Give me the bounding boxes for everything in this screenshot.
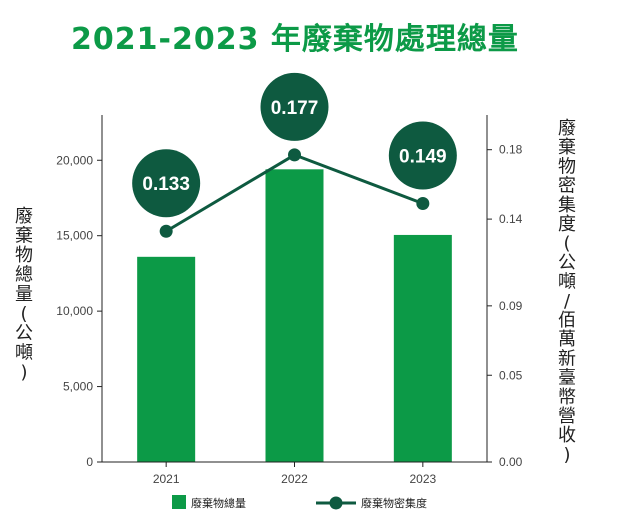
bar-2021 [137, 256, 196, 462]
data-label: 0.149 [399, 146, 447, 167]
line-point-2021 [159, 224, 173, 238]
x-tick-label: 2022 [281, 472, 308, 486]
line-point-2022 [288, 148, 301, 162]
data-label-bubble [132, 149, 201, 218]
y-tick-label-right: 0.09 [499, 299, 523, 313]
chart-title: 2021-2023 年廢棄物處理總量 [71, 22, 519, 57]
data-label-bubble [260, 72, 329, 141]
y-axis-title-right: 廢棄物密集度(公噸/佰萬新臺幣營收) [558, 118, 576, 465]
y-tick-label-left: 10,000 [56, 304, 93, 318]
y-tick-label-right: 0.05 [499, 368, 523, 382]
data-label-bubble [388, 121, 457, 190]
legend-label-line: 廢棄物密集度 [361, 496, 427, 510]
y-tick-label-right: 0.18 [499, 143, 523, 157]
y-tick-label-left: 5,000 [63, 380, 93, 394]
y-tick-label-right: 0.14 [499, 212, 523, 226]
legend-swatch-marker [329, 496, 343, 510]
legend-swatch-bar [172, 495, 186, 509]
y-tick-label-left: 20,000 [56, 153, 93, 167]
bar-2022 [265, 169, 324, 462]
bar-2023 [393, 234, 452, 462]
y-tick-label-right: 0.00 [499, 455, 523, 469]
y-axis-title-left: 廢棄物總量(公噸) [15, 206, 33, 383]
data-label: 0.133 [142, 174, 190, 195]
legend-label-bar: 廢棄物總量 [191, 496, 246, 510]
x-tick-label: 2021 [153, 472, 180, 486]
x-tick-label: 2023 [409, 472, 436, 486]
line-point-2023 [416, 196, 430, 210]
data-label: 0.177 [271, 98, 319, 119]
y-tick-label-left: 0 [86, 455, 93, 469]
y-tick-label-left: 15,000 [56, 229, 93, 243]
